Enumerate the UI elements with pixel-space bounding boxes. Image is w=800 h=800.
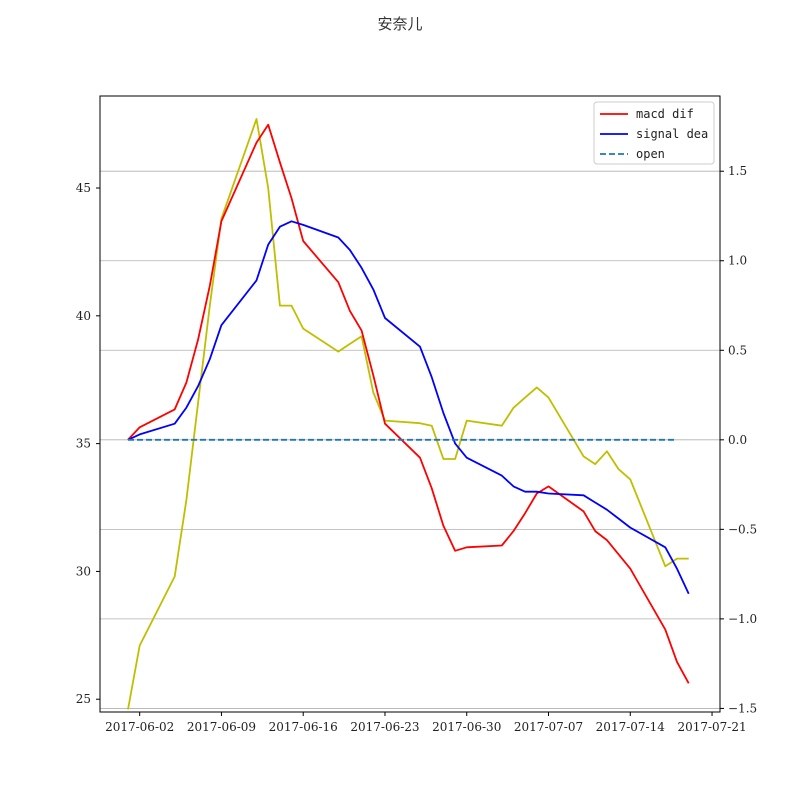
right-tick-label: 1.5: [728, 164, 747, 178]
left-tick-label: 25: [76, 692, 91, 706]
left-tick-label: 40: [76, 309, 91, 323]
legend-box: [593, 101, 715, 165]
x-tick-label: 2017-06-16: [269, 720, 338, 734]
axes: 1.5 1.0 0.5 0.0 −0.5 −1.0 −1.5 25 30 35 40 45 2017-0…: [76, 164, 757, 734]
series-line-macd-dif: [127, 123, 690, 684]
legend-label: signal dea: [636, 127, 708, 141]
chart-title: 安奈儿: [377, 15, 422, 33]
plot-lines: [127, 118, 690, 710]
left-tick-label: 35: [76, 437, 91, 451]
x-tick-label: 2017-07-14: [596, 720, 666, 734]
x-tick-label: 2017-06-23: [350, 720, 419, 734]
x-tick-label: 2017-06-09: [187, 720, 256, 734]
legend: macd dif signal dea open: [593, 101, 715, 165]
x-tick-label: 2017-06-02: [105, 720, 174, 734]
x-tick-label: 2017-07-07: [514, 720, 583, 734]
right-tick-label: −1.0: [728, 612, 757, 626]
right-tick-label: −1.5: [728, 701, 757, 715]
right-tick-label: 0.5: [728, 343, 747, 357]
right-tick-label: −0.5: [728, 522, 757, 536]
right-tick-label: 1.0: [728, 254, 747, 268]
left-tick-label: 45: [76, 181, 91, 195]
plot-frame: [99, 95, 721, 713]
legend-label: macd dif: [636, 107, 694, 121]
left-tick-label: 30: [76, 564, 91, 578]
right-tick-label: 0.0: [728, 433, 747, 447]
series-line-signal-dea: [127, 220, 690, 595]
x-tick-label: 2017-07-21: [677, 720, 746, 734]
legend-label: open: [636, 147, 665, 161]
x-tick-label: 2017-06-30: [432, 720, 501, 734]
price-line: [127, 118, 689, 710]
